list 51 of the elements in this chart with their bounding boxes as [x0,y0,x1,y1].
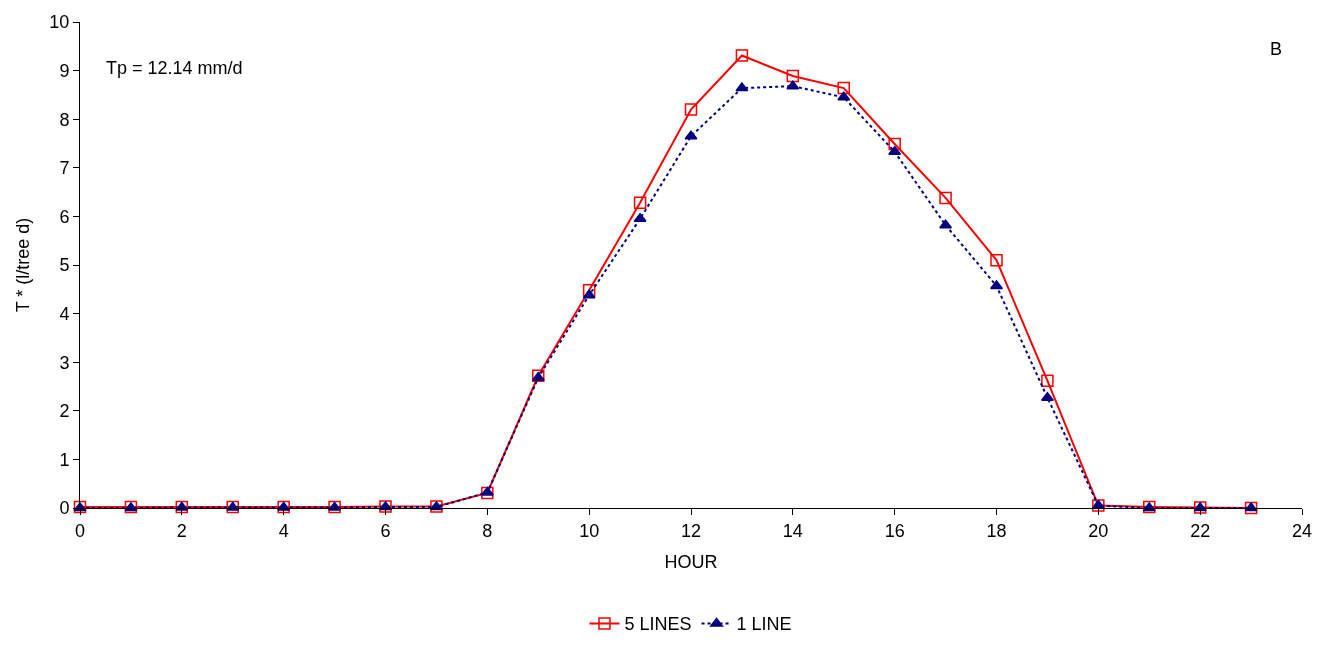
x-tick-label: 18 [986,520,1007,541]
y-tick-label: 0 [59,498,70,519]
point [684,130,698,140]
point [480,486,494,496]
point [735,82,749,92]
x-axis-title: HOUR [664,551,718,572]
y-tick-label: 5 [59,255,70,276]
point [582,284,596,297]
point [735,49,749,62]
y-tick-label: 3 [59,352,70,373]
y-tick-label: 1 [59,449,70,470]
y-tick-label: 6 [59,206,70,227]
x-tick-label: 22 [1190,520,1211,541]
x-tick-label: 12 [680,520,702,541]
point [939,219,953,229]
x-tick-label: 16 [884,520,905,541]
point [633,213,647,223]
point [786,69,800,83]
point [888,137,901,151]
y-tick-label: 8 [59,109,70,130]
point [837,81,850,95]
point [684,103,698,116]
y-tick-label: 4 [59,303,70,324]
x-tick-label: 8 [482,520,493,541]
x-tick-label: 0 [74,520,86,541]
x-tick-label: 4 [278,520,289,541]
x-tick-label: 20 [1088,520,1109,541]
y-tick-label: 10 [49,12,70,33]
legend-label: 1 LINE [736,614,792,635]
point [837,91,851,101]
point [888,146,902,156]
point [1040,391,1054,401]
y-tick-label: 9 [59,60,70,81]
y-axis-title: T * (l/tree d) [12,217,33,313]
annotation: B [1270,39,1283,59]
point [582,289,596,299]
point [633,196,647,210]
x-tick-label: 24 [1291,520,1313,541]
x-tick-label: 6 [380,520,391,541]
legend-label: 5 LINES [624,614,692,635]
point [786,80,800,90]
point [481,486,494,500]
x-tick-label: 2 [176,520,187,541]
y-tick-label: 2 [59,401,70,422]
point [939,191,952,205]
x-tick-label: 14 [782,520,803,541]
point [1041,374,1054,387]
x-tick-label: 10 [579,520,600,541]
annotation: Tp = 12.14 mm/d [106,58,243,78]
y-tick-label: 7 [59,158,70,179]
point [990,253,1003,267]
